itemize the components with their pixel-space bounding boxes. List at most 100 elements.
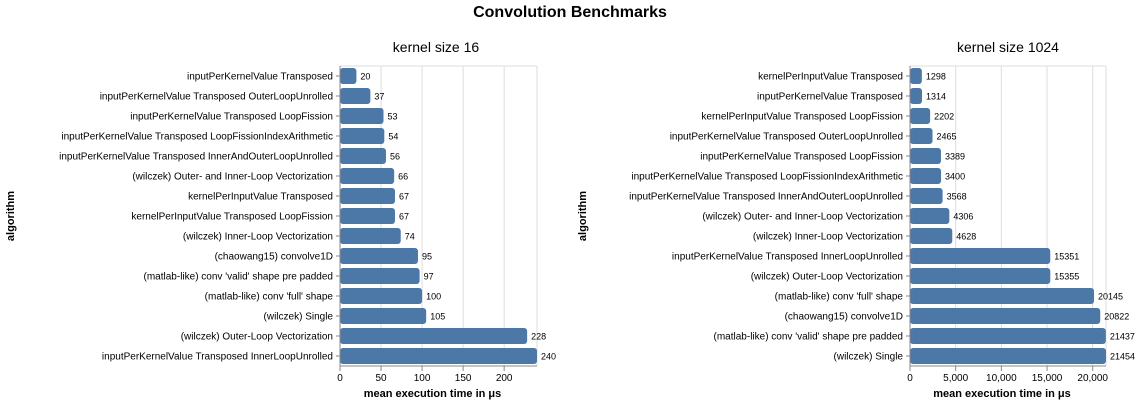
data-label: 20822 xyxy=(1104,312,1129,322)
bar xyxy=(910,348,1106,364)
y-tick-label: inputPerKernelValue Transposed xyxy=(757,92,903,103)
y-tick-label: (matlab-like) conv 'valid' shape pre pad… xyxy=(714,332,903,343)
y-tick-label: (wilczek) Inner-Loop Vectorization xyxy=(183,232,333,243)
y-tick-label: kernelPerInputValue Transposed xyxy=(758,72,903,83)
data-label: 15351 xyxy=(1054,252,1079,262)
bar xyxy=(910,208,950,224)
bar xyxy=(340,188,395,204)
y-tick-label: (chaowang15) convolve1D xyxy=(215,252,333,263)
data-label: 15355 xyxy=(1054,272,1079,282)
data-label: 228 xyxy=(531,332,546,342)
data-label: 53 xyxy=(388,112,398,122)
bar xyxy=(910,148,941,164)
data-label: 3568 xyxy=(947,192,967,202)
data-label: 20 xyxy=(360,72,370,82)
x-axis-title: mean execution time in μs xyxy=(933,388,1071,400)
bar xyxy=(910,328,1106,344)
data-label: 95 xyxy=(422,252,432,262)
data-label: 97 xyxy=(424,272,434,282)
y-tick-label: inputPerKernelValue Transposed InnerAndO… xyxy=(629,192,903,203)
x-tick-label: 50 xyxy=(375,373,387,384)
x-tick-label: 0 xyxy=(337,373,343,384)
data-label: 21437 xyxy=(1110,332,1135,342)
bar xyxy=(340,88,371,104)
bar xyxy=(340,68,357,84)
y-tick-label: kernelPerInputValue Transposed LoopFissi… xyxy=(131,212,333,223)
x-axis-title: mean execution time in μs xyxy=(364,388,502,400)
bar xyxy=(910,288,1095,304)
chart-panel-1: kernel size 16 inputPerKernelValue Transp… xyxy=(5,39,556,400)
bar xyxy=(340,288,423,304)
bar xyxy=(340,108,384,124)
y-tick-label: inputPerKernelValue Transposed OuterLoop… xyxy=(670,132,903,143)
x-tick-label: 20,000 xyxy=(1077,373,1108,384)
bar xyxy=(340,328,528,344)
data-label: 105 xyxy=(430,312,445,322)
bar xyxy=(340,148,386,164)
y-tick-label: inputPerKernelValue Transposed xyxy=(187,72,333,83)
bar xyxy=(910,108,931,124)
bar xyxy=(910,88,923,104)
y-tick-label: inputPerKernelValue Transposed InnerAndO… xyxy=(59,152,333,163)
bar xyxy=(340,268,420,284)
y-tick-label: (wilczek) Single xyxy=(264,312,334,323)
y-tick-label: (wilczek) Inner-Loop Vectorization xyxy=(753,232,903,243)
data-label: 74 xyxy=(405,232,415,242)
y-tick-label: inputPerKernelValue Transposed LoopFissi… xyxy=(631,172,903,183)
data-label: 1298 xyxy=(926,72,946,82)
data-label: 4306 xyxy=(953,212,973,222)
chart-title: kernel size 1024 xyxy=(957,39,1059,55)
data-label: 100 xyxy=(426,292,441,302)
y-tick-label: kernelPerInputValue Transposed xyxy=(188,192,333,203)
x-tick-label: 100 xyxy=(414,373,431,384)
bar xyxy=(910,128,933,144)
y-tick-label: (wilczek) Outer- and Inner-Loop Vectoriz… xyxy=(702,212,903,223)
data-label: 66 xyxy=(398,172,408,182)
bar xyxy=(340,348,537,364)
y-tick-label: (matlab-like) conv 'full' shape xyxy=(775,292,904,303)
y-tick-label: kernelPerInputValue Transposed LoopFissi… xyxy=(701,112,903,123)
y-tick-label: (chaowang15) convolve1D xyxy=(785,312,903,323)
y-axis-title: algorithm xyxy=(577,191,589,241)
y-tick-label: (wilczek) Outer-Loop Vectorization xyxy=(181,332,333,343)
y-tick-label: (wilczek) Outer- and Inner-Loop Vectoriz… xyxy=(132,172,333,183)
x-tick-label: 0 xyxy=(907,373,913,384)
bar xyxy=(910,68,922,84)
chart-title: kernel size 16 xyxy=(393,39,480,55)
y-tick-label: (matlab-like) conv 'full' shape xyxy=(205,292,334,303)
x-tick-label: 150 xyxy=(455,373,472,384)
bar xyxy=(340,308,427,324)
y-tick-label: (wilczek) Single xyxy=(834,352,904,363)
data-label: 2202 xyxy=(934,112,954,122)
data-label: 2465 xyxy=(937,132,957,142)
y-tick-label: inputPerKernelValue Transposed LoopFissi… xyxy=(130,112,333,123)
bar xyxy=(340,208,395,224)
data-label: 56 xyxy=(390,152,400,162)
data-label: 67 xyxy=(399,192,409,202)
bar xyxy=(910,228,953,244)
y-tick-label: (wilczek) Outer-Loop Vectorization xyxy=(751,272,903,283)
bar xyxy=(910,248,1051,264)
y-tick-label: (matlab-like) conv 'valid' shape pre pad… xyxy=(144,272,333,283)
x-tick-label: 15,000 xyxy=(1032,373,1063,384)
data-label: 240 xyxy=(541,352,556,362)
data-label: 21454 xyxy=(1110,352,1135,362)
x-tick-label: 200 xyxy=(496,373,513,384)
bar xyxy=(910,268,1051,284)
y-tick-label: inputPerKernelValue Transposed OuterLoop… xyxy=(100,92,333,103)
x-tick-label: 5,000 xyxy=(943,373,968,384)
chart-panel-2: kernel size 1024 kernelPerInputValue Tran… xyxy=(577,39,1135,400)
y-tick-label: inputPerKernelValue Transposed LoopFissi… xyxy=(61,132,333,143)
bar xyxy=(340,168,395,184)
bar xyxy=(910,168,942,184)
data-label: 37 xyxy=(374,92,384,102)
y-axis-title: algorithm xyxy=(5,191,17,241)
bar xyxy=(340,228,401,244)
x-tick-label: 10,000 xyxy=(986,373,1017,384)
data-label: 1314 xyxy=(926,92,946,102)
data-label: 4628 xyxy=(956,232,976,242)
data-label: 3389 xyxy=(945,152,965,162)
data-label: 3400 xyxy=(945,172,965,182)
